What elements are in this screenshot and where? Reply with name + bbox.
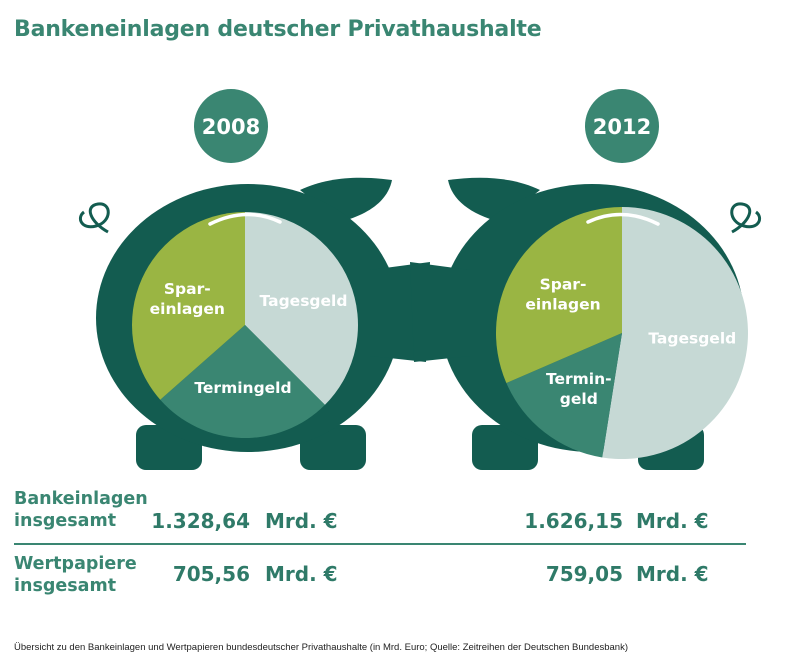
value-wertpapiere-2008: 705,56 [172,562,250,586]
row-label-line: insgesamt [14,511,117,531]
unit-wertpapiere-2008: Mrd. € [265,562,338,586]
year-badge-2012 [585,89,659,163]
piggy-ear-icon [448,177,540,222]
piggy-tail-icon [79,202,110,234]
pie-slice-spareinlagen [132,212,245,400]
value-bankeinlagen-2008: 1.328,64 [151,509,250,533]
pie-slice-tagesgeld [245,212,358,405]
pie-slice-spareinlagen [495,206,622,384]
year-label-2008: 2008 [202,115,260,139]
row-label-line: Bankeinlagen [14,489,148,509]
value-bankeinlagen-2012: 1.626,15 [524,509,623,533]
coin-slot-icon [586,212,660,226]
page-title: Bankeneinlagen deutscher Privathaushalte [14,17,542,42]
row-label-bankeinlagen: Bankeinlagen insgesamt [14,488,148,532]
unit-bankeinlagen-2012: Mrd. € [636,509,709,533]
pie-label: Termingeld [194,379,291,397]
row-label-wertpapiere: Wertpapiere insgesamt [14,553,137,597]
pie-2008: Tagesgeld Termingeld Spar-einlagen [132,212,358,438]
piggy-snout-icon [410,262,470,362]
pie-label: Termin-geld [546,370,612,408]
pie-label: Tagesgeld [648,330,736,348]
year-badge-2008 [194,89,268,163]
coin-slot-icon [208,212,282,226]
pie-slice-tagesgeld [602,207,748,459]
row-label-line: Wertpapiere [14,554,137,574]
pie-2012: Tagesgeld Termin-geld Spar-einlagen [495,206,748,459]
pie-slice-termingeld [160,325,325,438]
unit-wertpapiere-2012: Mrd. € [636,562,709,586]
pie-label: Spar-einlagen [150,280,225,318]
footnote: Übersicht zu den Bankeinlagen und Wertpa… [14,642,628,653]
pie-slice-termingeld [506,333,622,458]
pie-label: Spar-einlagen [525,275,600,313]
pie-label: Tagesgeld [260,292,348,310]
value-wertpapiere-2012: 759,05 [545,562,623,586]
year-label-2012: 2012 [593,115,651,139]
row-label-line: insgesamt [14,576,117,596]
piggy-ear-icon [300,177,392,222]
piggy-tail-icon [730,202,761,234]
unit-bankeinlagen-2008: Mrd. € [265,509,338,533]
table-divider [14,543,746,545]
